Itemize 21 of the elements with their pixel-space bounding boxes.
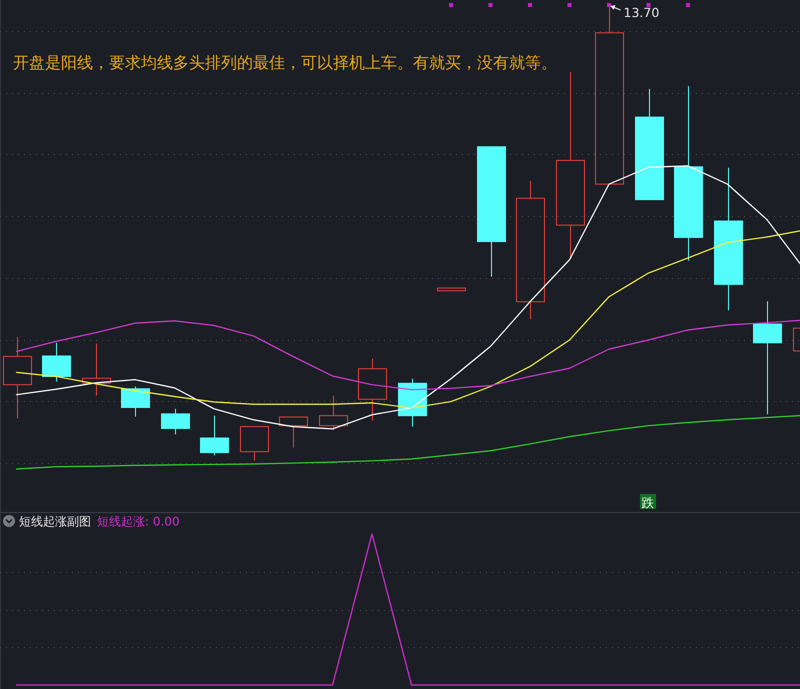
candlestick	[161, 408, 190, 435]
chart-title: 短线起涨副图	[19, 514, 91, 528]
candlestick	[358, 358, 387, 422]
candlestick	[200, 415, 229, 456]
candlestick	[714, 167, 743, 311]
candlestick	[516, 180, 545, 320]
candlestick	[635, 88, 664, 200]
candlestick	[279, 416, 308, 448]
candlestick	[753, 300, 782, 415]
candlestick	[437, 288, 466, 292]
annotation: 13.70	[624, 5, 660, 20]
candlestick	[42, 342, 71, 382]
annotation: 开盘是阳线，要求均线多头排列的最佳，可以择机上车。有就买，没有就等。	[13, 53, 557, 72]
candlestick	[477, 146, 506, 278]
candlestick	[3, 336, 32, 419]
candlestick	[240, 426, 269, 462]
candlestick	[595, 4, 624, 185]
candlestick	[556, 72, 585, 258]
candlestick	[82, 343, 111, 396]
candlestick	[674, 86, 703, 262]
text: 短线起涨: 0.00	[97, 514, 180, 528]
